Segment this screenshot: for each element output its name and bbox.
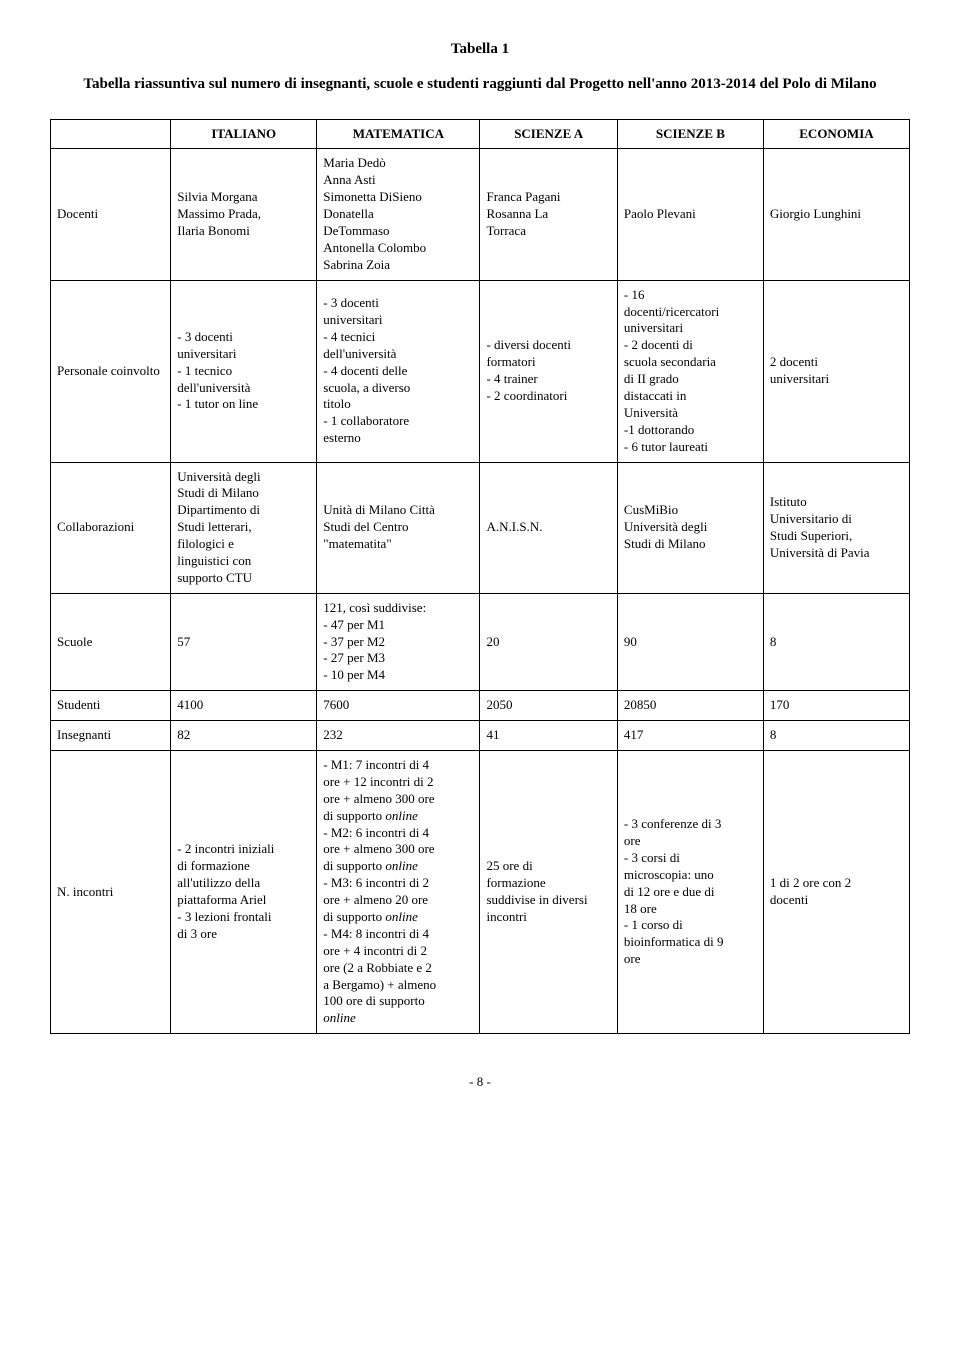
row-label: N. incontri	[51, 751, 171, 1034]
table-cell: 121, così suddivise:- 47 per M1- 37 per …	[317, 593, 480, 690]
table-cell: 25 ore diformazionesuddivise in diversii…	[480, 751, 617, 1034]
table-cell: - 3 docentiuniversitari- 4 tecnicidell'u…	[317, 280, 480, 462]
table-caption: Tabella riassuntiva sul numero di insegn…	[50, 74, 910, 95]
table-row: CollaborazioniUniversità degliStudi di M…	[51, 462, 910, 593]
table-cell: - 3 docentiuniversitari- 1 tecnicodell'u…	[171, 280, 317, 462]
table-cell: 2050	[480, 691, 617, 721]
table-cell: 2 docentiuniversitari	[763, 280, 909, 462]
table-cell: A.N.I.S.N.	[480, 462, 617, 593]
row-label: Studenti	[51, 691, 171, 721]
table-cell: Giorgio Lunghini	[763, 149, 909, 280]
table-cell: Silvia MorganaMassimo Prada,Ilaria Bonom…	[171, 149, 317, 280]
table-cell: 4100	[171, 691, 317, 721]
table-cell: Paolo Plevani	[617, 149, 763, 280]
table-cell: CusMiBioUniversità degliStudi di Milano	[617, 462, 763, 593]
summary-table: ITALIANO MATEMATICA SCIENZE A SCIENZE B …	[50, 119, 910, 1035]
table-cell: 7600	[317, 691, 480, 721]
table-cell: 232	[317, 721, 480, 751]
table-row: Personale coinvolto- 3 docentiuniversita…	[51, 280, 910, 462]
table-cell: - 2 incontri inizialidi formazioneall'ut…	[171, 751, 317, 1034]
table-cell: 41	[480, 721, 617, 751]
header-empty	[51, 119, 171, 149]
table-row: N. incontri- 2 incontri inizialidi forma…	[51, 751, 910, 1034]
table-cell: 20	[480, 593, 617, 690]
table-cell: 90	[617, 593, 763, 690]
row-label: Scuole	[51, 593, 171, 690]
table-cell: Franca PaganiRosanna LaTorraca	[480, 149, 617, 280]
row-label: Collaborazioni	[51, 462, 171, 593]
table-cell: - M1: 7 incontri di 4ore + 12 incontri d…	[317, 751, 480, 1034]
table-cell: - 16docenti/ricercatoriuniversitari- 2 d…	[617, 280, 763, 462]
header-col: ITALIANO	[171, 119, 317, 149]
header-col: MATEMATICA	[317, 119, 480, 149]
page-number: - 8 -	[50, 1074, 910, 1091]
table-cell: 20850	[617, 691, 763, 721]
table-cell: 170	[763, 691, 909, 721]
table-cell: 417	[617, 721, 763, 751]
table-cell: 57	[171, 593, 317, 690]
table-cell: IstitutoUniversitario diStudi Superiori,…	[763, 462, 909, 593]
table-row: Insegnanti82232414178	[51, 721, 910, 751]
table-row: Studenti41007600205020850170	[51, 691, 910, 721]
table-cell: 8	[763, 593, 909, 690]
table-cell: - diversi docentiformatori- 4 trainer- 2…	[480, 280, 617, 462]
row-label: Docenti	[51, 149, 171, 280]
table-cell: Università degliStudi di MilanoDipartime…	[171, 462, 317, 593]
table-number-title: Tabella 1	[50, 40, 910, 60]
table-cell: Maria DedòAnna AstiSimonetta DiSienoDona…	[317, 149, 480, 280]
table-row: DocentiSilvia MorganaMassimo Prada,Ilari…	[51, 149, 910, 280]
header-col: ECONOMIA	[763, 119, 909, 149]
header-col: SCIENZE A	[480, 119, 617, 149]
row-label: Personale coinvolto	[51, 280, 171, 462]
table-cell: 82	[171, 721, 317, 751]
header-col: SCIENZE B	[617, 119, 763, 149]
table-cell: Unità di Milano CittàStudi del Centro"ma…	[317, 462, 480, 593]
table-header-row: ITALIANO MATEMATICA SCIENZE A SCIENZE B …	[51, 119, 910, 149]
table-cell: 8	[763, 721, 909, 751]
table-cell: - 3 conferenze di 3ore- 3 corsi dimicros…	[617, 751, 763, 1034]
row-label: Insegnanti	[51, 721, 171, 751]
table-row: Scuole57121, così suddivise:- 47 per M1-…	[51, 593, 910, 690]
table-cell: 1 di 2 ore con 2docenti	[763, 751, 909, 1034]
